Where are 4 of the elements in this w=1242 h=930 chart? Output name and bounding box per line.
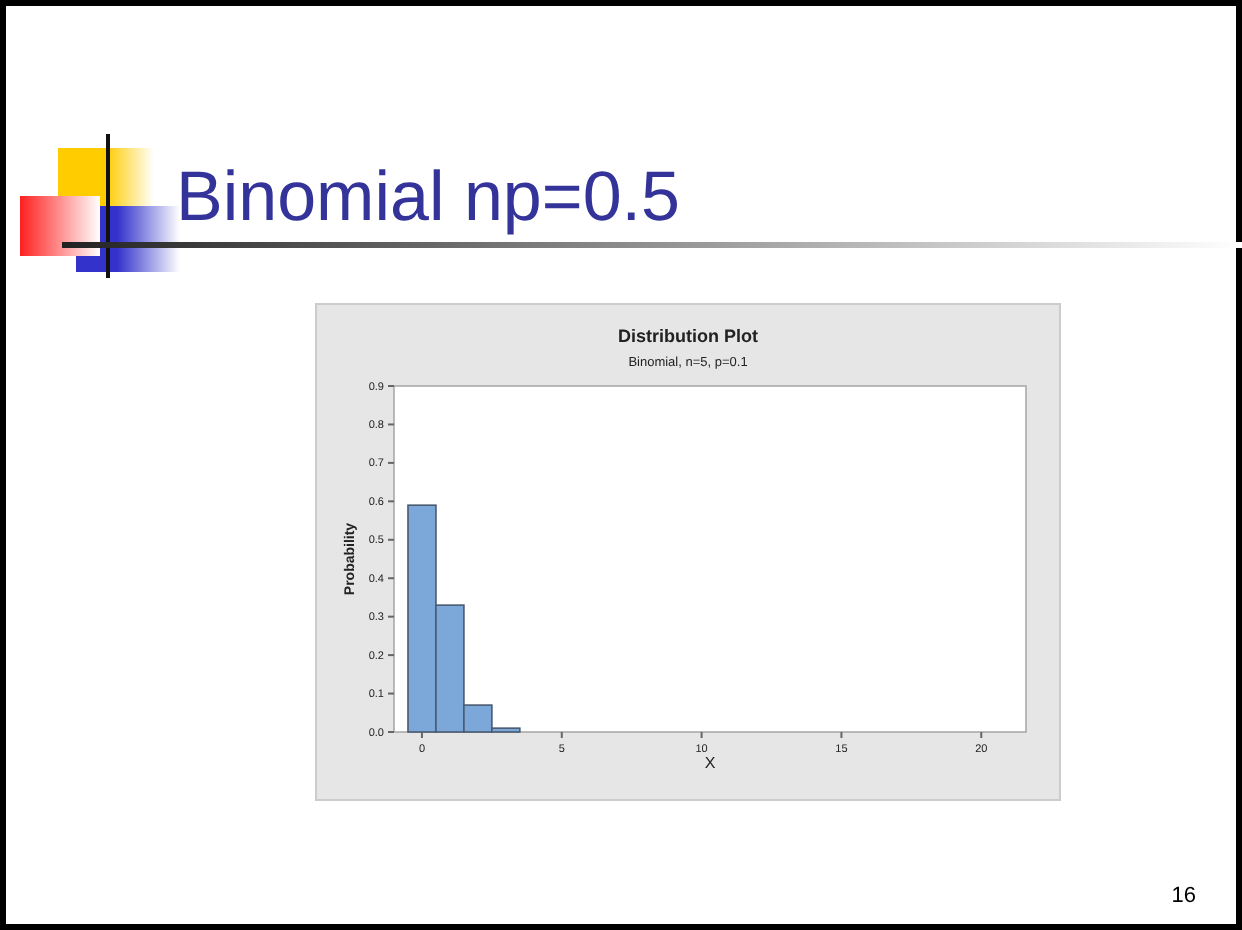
- text: Binomial np=0.5: [176, 158, 680, 236]
- x-axis-title: X: [704, 754, 717, 772]
- chart-title: Distribution Plot: [618, 326, 758, 346]
- text: 16: [1171, 884, 1196, 908]
